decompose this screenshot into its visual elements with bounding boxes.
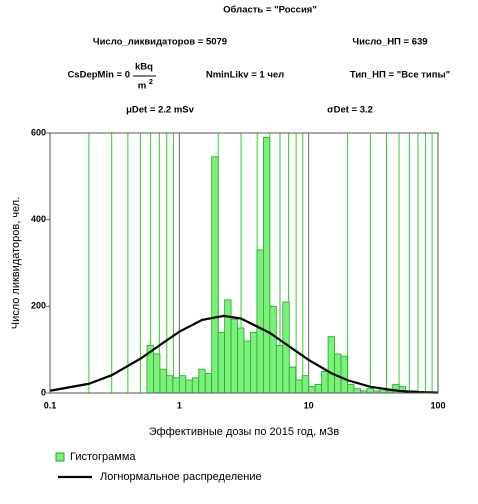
- curve: [49, 314, 439, 394]
- y-tick-label: 400: [31, 214, 46, 224]
- annotation: 2: [149, 79, 153, 86]
- annotation: Тип_НП = "Все типы": [350, 70, 450, 81]
- bar: [178, 375, 187, 394]
- legend-label: Логнормальное распределение: [100, 471, 262, 483]
- bar: [230, 318, 238, 394]
- bar: [327, 336, 335, 394]
- bar: [165, 375, 174, 394]
- x-tick-label: 10: [304, 400, 314, 410]
- annotation: kBq: [135, 62, 153, 73]
- bar: [347, 383, 355, 394]
- bar: [185, 379, 193, 394]
- bar: [198, 368, 206, 394]
- bar: [217, 331, 226, 394]
- legend-label: Гистограмма: [70, 451, 136, 463]
- bar: [321, 370, 329, 394]
- bar: [295, 379, 303, 394]
- annotation: Число_НП = 639: [352, 37, 427, 48]
- x-tick-label: 0.1: [44, 400, 57, 410]
- annotation: μDet = 2.2 mSv: [126, 105, 195, 116]
- bar: [314, 383, 323, 394]
- bar: [211, 156, 219, 394]
- annotation: Число_ликвидаторов = 5079: [93, 37, 227, 48]
- bar: [153, 353, 161, 394]
- bar: [269, 305, 277, 394]
- legend-swatch: [55, 452, 65, 462]
- y-tick-label: 600: [31, 127, 46, 137]
- bar: [224, 299, 232, 394]
- bar: [204, 373, 213, 394]
- annotation: CsDepMin = 0: [67, 70, 130, 81]
- bar: [250, 331, 258, 394]
- bar: [256, 249, 264, 394]
- annotation: NminLikv = 1 чел: [206, 70, 284, 81]
- annotation: σDet = 3.2: [327, 105, 373, 116]
- bar: [334, 353, 342, 394]
- bar: [353, 388, 361, 394]
- bar: [288, 366, 297, 394]
- bar: [159, 368, 167, 394]
- x-axis-label: Эффективные дозы по 2015 год, мЗв: [149, 426, 340, 438]
- annotation: m: [138, 81, 146, 92]
- bar: [340, 355, 348, 394]
- plot-frame: [49, 132, 439, 394]
- bar: [275, 344, 284, 394]
- y-axis-label: Число ликвидаторов, чел.: [10, 197, 22, 330]
- chart-title: Область = "Россия": [223, 5, 317, 16]
- bar: [301, 375, 310, 394]
- bar: [366, 388, 374, 394]
- bar: [308, 386, 316, 394]
- y-tick-label: 200: [31, 301, 46, 311]
- bar: [243, 340, 251, 394]
- x-tick-label: 1: [177, 400, 182, 410]
- x-tick-label: 100: [430, 400, 445, 410]
- y-tick-label: 0: [41, 387, 46, 397]
- bar: [282, 301, 290, 394]
- bar: [263, 136, 271, 394]
- bar: [191, 377, 200, 394]
- bar: [172, 377, 180, 394]
- bar: [237, 327, 245, 394]
